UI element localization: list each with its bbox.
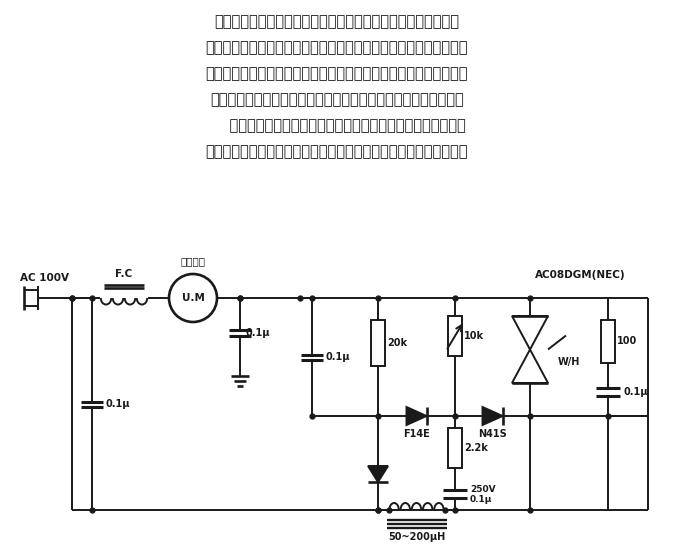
- Polygon shape: [406, 407, 427, 425]
- Text: 100: 100: [617, 337, 637, 347]
- Text: N41S: N41S: [478, 429, 507, 439]
- Text: 所示。电路使用元件少、简单便宜，但也存在因导通电压高而: 所示。电路使用元件少、简单便宜，但也存在因导通电压高而: [209, 118, 465, 133]
- Text: 0.1μ: 0.1μ: [106, 399, 131, 409]
- Bar: [371, 320, 385, 366]
- Text: U.M: U.M: [181, 293, 204, 303]
- Text: 单极电机: 单极电机: [181, 256, 206, 266]
- Text: AC 100V: AC 100V: [20, 273, 69, 283]
- Text: 交、直流两用电机，即励磁线圈和转子线圈串联，它们流有同一: 交、直流两用电机，即励磁线圈和转子线圈串联，它们流有同一: [214, 14, 460, 29]
- Text: 250V: 250V: [470, 485, 495, 493]
- Text: F14E: F14E: [403, 429, 430, 439]
- Text: 0.1μ: 0.1μ: [470, 495, 493, 503]
- Text: 2.2k: 2.2k: [464, 443, 488, 453]
- Text: 50~200μH: 50~200μH: [388, 532, 445, 542]
- Text: F.C: F.C: [115, 269, 133, 279]
- Text: AC08DGM(NEC): AC08DGM(NEC): [535, 270, 625, 280]
- Text: 0.1μ: 0.1μ: [326, 352, 350, 362]
- Text: W/H: W/H: [558, 358, 580, 368]
- Text: 0.1μ: 0.1μ: [623, 387, 648, 397]
- Polygon shape: [483, 407, 503, 425]
- Text: 0.1μ: 0.1μ: [245, 328, 270, 338]
- Bar: [448, 316, 462, 356]
- Bar: [448, 428, 462, 468]
- Bar: [601, 320, 615, 363]
- Text: 电流，这种电机接直流电源时能工作，接交流电源时也能工作，其结: 电流，这种电机接直流电源时能工作，接交流电源时也能工作，其结: [206, 40, 468, 55]
- Polygon shape: [368, 466, 388, 482]
- Text: 10k: 10k: [464, 331, 484, 341]
- Text: 20k: 20k: [387, 338, 407, 348]
- Text: 产生的控制特性滞后现象，为达到使用目的，设置了消除滞后电路。: 产生的控制特性滞后现象，为达到使用目的，设置了消除滞后电路。: [206, 144, 468, 159]
- Text: 若想改变电机转向，应给励磁线圈、转子线圈分别供电。电路如图: 若想改变电机转向，应给励磁线圈、转子线圈分别供电。电路如图: [210, 92, 464, 107]
- Text: 构决定了电磁转矩的方向是一定的。一般用于电机转向固定的情况。: 构决定了电磁转矩的方向是一定的。一般用于电机转向固定的情况。: [206, 66, 468, 81]
